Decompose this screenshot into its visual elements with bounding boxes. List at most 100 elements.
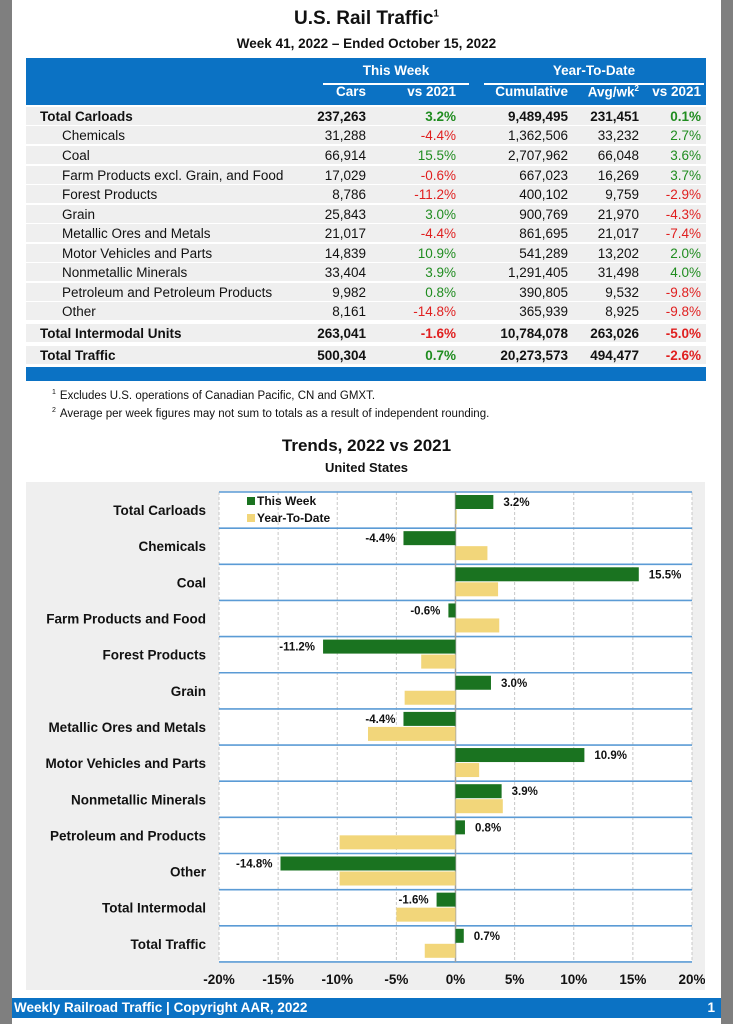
col-header-vs2021: vs 2021 [407, 84, 456, 99]
cell-cumulative: 667,023 [519, 168, 568, 183]
category-label: Chemicals [138, 539, 206, 554]
group-underline [323, 83, 469, 85]
category-label: Coal [177, 575, 206, 590]
table-row: Total Intermodal Units 263,041 -1.6% 10,784… [26, 324, 706, 342]
row-label: Coal [62, 148, 90, 163]
legend-label-ytd: Year-To-Date [257, 511, 330, 525]
bar-this-week [455, 495, 494, 509]
cell-ytd-vs2021: -7.4% [665, 226, 701, 241]
cell-ytd-vs2021: 2.0% [670, 246, 701, 261]
x-tick-label: -10% [321, 972, 353, 987]
bar-this-week [455, 820, 465, 835]
category-label: Total Traffic [130, 937, 206, 952]
cell-ytd-vs2021: 2.7% [670, 128, 701, 143]
cell-vs2021: 3.0% [425, 207, 456, 222]
group-header-this-week: This Week [323, 63, 469, 85]
cell-vs2021: 3.2% [425, 109, 456, 124]
data-label: -14.8% [236, 859, 272, 871]
table-row: Coal 66,914 15.5% 2,707,962 66,048 3.6% [26, 146, 706, 164]
x-tick-label: 5% [505, 972, 525, 987]
cell-cumulative: 400,102 [519, 187, 568, 202]
cell-cumulative: 541,289 [519, 246, 568, 261]
cell-avgwk: 13,202 [597, 246, 639, 261]
cell-ytd-vs2021: -9.8% [665, 285, 701, 300]
cell-avgwk: 21,017 [597, 226, 639, 241]
category-label: Petroleum and Products [50, 828, 206, 843]
cell-cars: 500,304 [317, 348, 366, 363]
table-footer-bar [26, 367, 706, 381]
category-label: Other [170, 865, 207, 880]
bar-ytd [455, 618, 500, 633]
cell-ytd-vs2021: 3.7% [670, 168, 701, 183]
bar-ytd [421, 654, 456, 669]
category-label: Motor Vehicles and Parts [45, 756, 206, 771]
data-label: 10.9% [594, 750, 627, 762]
cell-cumulative: 9,489,495 [507, 109, 568, 124]
page-footer: Weekly Railroad Traffic | Copyright AAR,… [12, 998, 721, 1018]
table-row: Farm Products excl. Grain, and Food 17,02… [26, 166, 706, 184]
cell-ytd-vs2021: -5.0% [665, 326, 701, 341]
cell-vs2021: -1.6% [420, 326, 456, 341]
chart-subtitle: United States [324, 460, 409, 475]
cell-vs2021: -14.8% [413, 304, 456, 319]
group-header-ytd: Year-To-Date [484, 63, 704, 85]
category-label: Farm Products and Food [46, 612, 206, 627]
legend-swatch-this-week [247, 497, 255, 505]
chart-title: Trends, 2022 vs 2021 [281, 436, 452, 455]
cell-cars: 25,843 [324, 207, 366, 222]
cell-avgwk: 263,026 [590, 326, 639, 341]
bar-ytd [455, 763, 480, 778]
bar-ytd [455, 546, 488, 561]
cell-vs2021: 0.8% [425, 285, 456, 300]
row-label: Metallic Ores and Metals [62, 226, 211, 241]
legend-label-this-week: This Week [257, 494, 316, 508]
row-label: Motor Vehicles and Parts [62, 246, 213, 261]
cell-cars: 237,263 [317, 109, 366, 124]
bar-this-week [323, 639, 456, 654]
row-label: Total Traffic [40, 348, 116, 363]
x-tick-label: 0% [446, 972, 466, 987]
row-label: Other [62, 304, 96, 319]
footer-copyright: Weekly Railroad Traffic | Copyright AAR,… [14, 1000, 308, 1015]
row-label: Chemicals [62, 128, 126, 143]
cell-avgwk: 31,498 [597, 265, 639, 280]
cell-avgwk: 66,048 [597, 148, 639, 163]
bar-ytd [367, 726, 456, 741]
category-label: Nonmetallic Minerals [71, 792, 206, 807]
cell-avgwk: 9,532 [605, 285, 639, 300]
cell-cumulative: 1,291,405 [507, 265, 568, 280]
cell-vs2021: -4.4% [420, 226, 456, 241]
bar-this-week [403, 711, 456, 726]
table-row: Nonmetallic Minerals 33,404 3.9% 1,291,405 3… [26, 263, 706, 281]
bar-this-week [403, 531, 456, 546]
x-tick-label: 15% [619, 972, 646, 987]
table-row: Motor Vehicles and Parts 14,839 10.9% 541,2… [26, 244, 706, 262]
footnote-ref: 1 [433, 8, 439, 20]
table-row: Grain 25,843 3.0% 900,769 21,970 -4.3% [26, 205, 706, 223]
data-label: 3.9% [512, 786, 538, 798]
bar-this-week [280, 856, 456, 871]
data-label: 0.7% [474, 931, 500, 943]
cell-cumulative: 861,695 [519, 226, 568, 241]
cell-avgwk: 494,477 [590, 348, 639, 363]
cell-cumulative: 2,707,962 [507, 148, 568, 163]
category-label: Total Intermodal [102, 901, 206, 916]
data-label: -0.6% [410, 605, 440, 617]
data-label: 15.5% [649, 569, 682, 581]
table-row: Chemicals 31,288 -4.4% 1,362,506 33,232 2.7% [26, 126, 706, 144]
category-label: Metallic Ores and Metals [48, 720, 206, 735]
cell-avgwk: 8,925 [605, 304, 639, 319]
cell-avgwk: 231,451 [590, 109, 639, 124]
cell-cars: 17,029 [324, 168, 366, 183]
category-label: Forest Products [102, 648, 206, 663]
row-label: Total Intermodal Units [40, 326, 182, 341]
cell-cars: 8,161 [332, 304, 366, 319]
bar-this-week [448, 603, 456, 618]
cell-cumulative: 1,362,506 [507, 128, 568, 143]
bar-ytd [424, 943, 456, 958]
cell-cumulative: 20,273,573 [500, 348, 568, 363]
col-header-ytd-vs2021: vs 2021 [652, 84, 701, 99]
bar-this-week [455, 784, 502, 799]
x-tick-label: 20% [678, 972, 705, 987]
cell-avgwk: 9,759 [605, 187, 639, 202]
